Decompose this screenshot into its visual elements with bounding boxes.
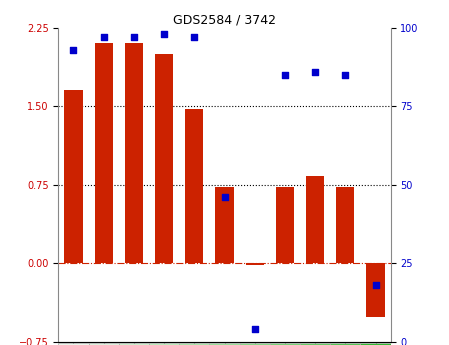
Point bbox=[100, 34, 107, 40]
Bar bbox=[336, 187, 354, 263]
Bar bbox=[64, 90, 83, 263]
Bar bbox=[366, 263, 385, 317]
Point bbox=[130, 34, 137, 40]
Bar bbox=[240, 343, 270, 345]
Point bbox=[160, 31, 167, 37]
Bar bbox=[95, 43, 113, 263]
Point bbox=[372, 282, 379, 288]
Point bbox=[282, 72, 289, 78]
Bar bbox=[88, 343, 119, 345]
Bar bbox=[276, 187, 294, 263]
Bar bbox=[270, 343, 300, 345]
Bar bbox=[306, 176, 324, 263]
Bar bbox=[246, 263, 264, 265]
Bar bbox=[58, 343, 88, 345]
Bar bbox=[119, 343, 149, 345]
Title: GDS2584 / 3742: GDS2584 / 3742 bbox=[173, 13, 276, 27]
Bar bbox=[216, 187, 233, 263]
Point bbox=[312, 69, 319, 74]
Point bbox=[342, 72, 349, 78]
Point bbox=[191, 34, 198, 40]
Bar bbox=[149, 343, 179, 345]
Bar bbox=[185, 109, 203, 263]
Bar bbox=[330, 343, 361, 345]
Point bbox=[251, 326, 258, 332]
Bar bbox=[300, 343, 330, 345]
Bar bbox=[209, 343, 240, 345]
Bar bbox=[155, 54, 173, 263]
Bar bbox=[125, 43, 143, 263]
Bar bbox=[179, 343, 209, 345]
Point bbox=[70, 47, 77, 52]
Bar bbox=[361, 343, 391, 345]
Point bbox=[221, 194, 228, 200]
